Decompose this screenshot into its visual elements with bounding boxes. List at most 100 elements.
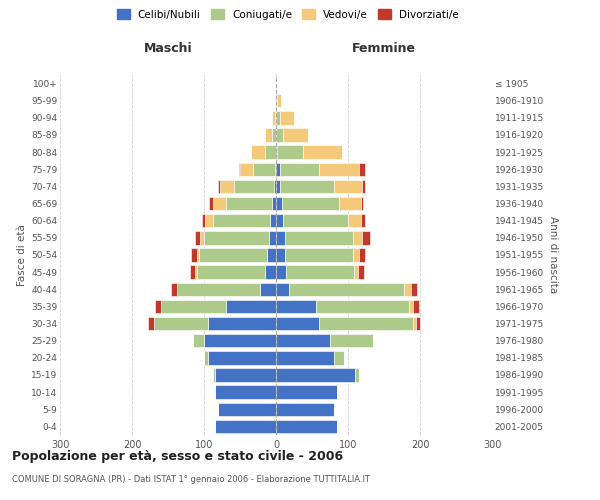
Bar [353,231,362,244]
Bar [218,180,220,193]
Bar [358,266,364,279]
Legend: Celibi/Nubili, Coniugati/e, Vedovi/e, Divorziati/e: Celibi/Nubili, Coniugati/e, Vedovi/e, Di… [113,5,463,24]
Bar [208,317,276,330]
Bar [148,317,154,330]
Bar [404,282,412,296]
Bar [276,180,280,193]
Bar [284,248,353,262]
Bar [277,146,302,159]
Bar [284,231,353,244]
Bar [200,231,204,244]
Bar [283,214,348,228]
Bar [269,231,276,244]
Bar [215,420,276,433]
Bar [319,317,413,330]
Y-axis label: Fasce di età: Fasce di età [17,224,27,286]
Bar [276,351,334,364]
Bar [340,197,361,210]
Bar [209,197,212,210]
Bar [276,128,283,141]
Bar [276,146,277,159]
Bar [197,248,199,262]
Bar [280,180,334,193]
Bar [270,214,276,228]
Bar [208,351,276,364]
Bar [276,231,284,244]
Bar [268,248,276,262]
Bar [204,351,208,364]
Bar [276,111,280,124]
Bar [276,197,282,210]
Bar [178,282,260,296]
Bar [196,266,197,279]
Bar [362,180,365,193]
Bar [334,180,362,193]
Bar [348,214,361,228]
Bar [413,300,419,313]
Y-axis label: Anni di nascita: Anni di nascita [548,216,558,294]
Bar [214,368,215,382]
Bar [276,214,283,228]
Bar [409,300,413,313]
Bar [276,162,280,176]
Bar [362,231,370,244]
Bar [275,111,276,124]
Bar [218,402,276,416]
Bar [274,180,276,193]
Bar [155,300,161,313]
Bar [353,248,359,262]
Bar [276,386,337,399]
Bar [302,146,342,159]
Bar [276,334,330,347]
Bar [260,282,276,296]
Bar [226,300,276,313]
Bar [359,162,365,176]
Bar [276,248,284,262]
Bar [330,334,373,347]
Bar [220,180,234,193]
Bar [197,266,265,279]
Bar [212,214,270,228]
Text: COMUNE DI SORAGNA (PR) - Dati ISTAT 1° gennaio 2006 - Elaborazione TUTTITALIA.IT: COMUNE DI SORAGNA (PR) - Dati ISTAT 1° g… [12,475,370,484]
Bar [276,300,316,313]
Bar [251,146,265,159]
Bar [334,351,344,364]
Bar [191,248,197,262]
Bar [413,317,416,330]
Bar [265,146,276,159]
Bar [253,162,275,176]
Bar [277,94,281,108]
Bar [359,248,365,262]
Bar [276,317,319,330]
Bar [276,402,334,416]
Bar [161,300,226,313]
Bar [239,162,240,176]
Bar [416,317,420,330]
Bar [154,317,208,330]
Bar [194,231,200,244]
Bar [176,282,178,296]
Bar [205,214,212,228]
Bar [171,282,176,296]
Text: Popolazione per età, sesso e stato civile - 2006: Popolazione per età, sesso e stato civil… [12,450,343,463]
Bar [272,111,275,124]
Bar [190,266,196,279]
Bar [319,162,359,176]
Bar [204,334,276,347]
Bar [361,214,365,228]
Bar [265,128,272,141]
Bar [276,282,289,296]
Bar [193,334,204,347]
Bar [212,197,226,210]
Text: Maschi: Maschi [143,42,193,55]
Text: Femmine: Femmine [352,42,416,55]
Bar [226,197,272,210]
Bar [355,368,359,382]
Bar [240,162,253,176]
Bar [202,214,205,228]
Bar [272,197,276,210]
Bar [204,231,269,244]
Bar [283,128,308,141]
Bar [234,180,274,193]
Bar [275,162,276,176]
